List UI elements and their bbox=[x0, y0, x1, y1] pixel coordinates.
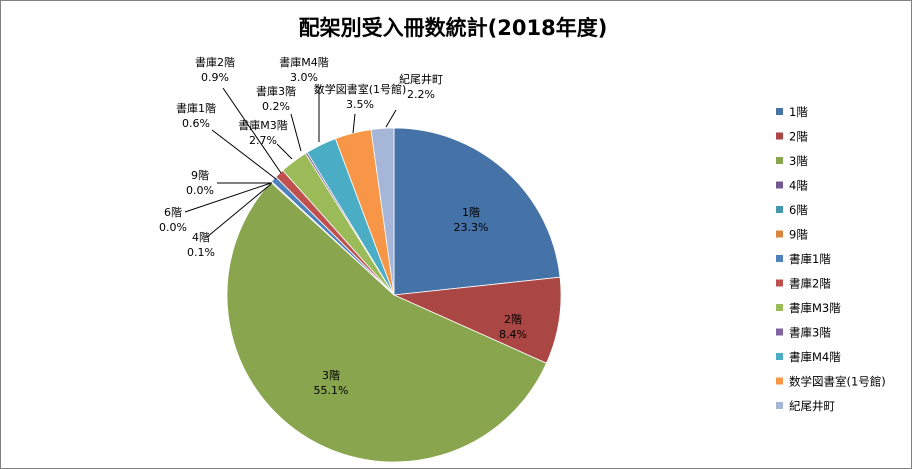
legend-label-12: 紀尾井町 bbox=[789, 399, 835, 413]
data-label-name-5: 9階 bbox=[191, 168, 209, 182]
data-label-value-11: 3.5% bbox=[346, 98, 374, 111]
legend-label-5: 9階 bbox=[789, 228, 808, 242]
leader-line-3 bbox=[206, 183, 272, 238]
pie-slices bbox=[226, 127, 562, 463]
data-label-name-8: 書庫M3階 bbox=[238, 118, 288, 132]
leader-lines bbox=[184, 87, 397, 238]
data-label-value-9: 0.2% bbox=[262, 100, 290, 113]
pie-slice-1 bbox=[392, 276, 562, 364]
legend: 1階 2階 3階 4階 6階 9階書庫1階書庫2階書庫M3階書庫3階書庫M4階数学図書室(… bbox=[776, 105, 886, 413]
legend-label-9: 書庫3階 bbox=[789, 326, 831, 340]
legend-label-8: 書庫M3階 bbox=[789, 301, 841, 315]
legend-label-10: 書庫M4階 bbox=[789, 350, 841, 364]
data-label-name-10: 書庫M4階 bbox=[279, 55, 329, 69]
data-labels: 1階 23.3% 2階 8.4% 3階 55.1% 4階 0.1% 6階 0.0% 9階 0.0% 書庫… bbox=[159, 55, 527, 397]
legend-label-0: 1階 bbox=[789, 105, 808, 119]
pie-slice-12 bbox=[370, 127, 395, 296]
data-label-name-12: 紀尾井町 bbox=[399, 72, 443, 86]
data-label-value-3: 0.1% bbox=[187, 246, 215, 259]
leader-line-6 bbox=[211, 129, 277, 180]
data-label-name-7: 書庫2階 bbox=[195, 55, 235, 69]
data-label-value-0: 23.3% bbox=[454, 221, 489, 234]
leader-line-7 bbox=[222, 87, 282, 174]
data-label-value-5: 0.0% bbox=[186, 184, 214, 197]
leader-line-8 bbox=[276, 143, 293, 160]
legend-label-6: 書庫1階 bbox=[789, 252, 831, 266]
data-label-value-7: 0.9% bbox=[201, 71, 229, 84]
leader-line-11 bbox=[352, 113, 356, 134]
legend-swatch-11 bbox=[776, 377, 783, 385]
legend-swatch-0 bbox=[776, 108, 783, 115]
data-label-value-12: 2.2% bbox=[407, 88, 435, 101]
data-label-value-4: 0.0% bbox=[159, 221, 187, 234]
data-label-value-8: 2.7% bbox=[249, 134, 277, 147]
pie-slice-2 bbox=[226, 181, 547, 463]
legend-label-7: 書庫2階 bbox=[789, 277, 831, 291]
data-label-name-3: 4階 bbox=[192, 230, 210, 244]
legend-swatch-1 bbox=[776, 132, 783, 140]
legend-swatch-4 bbox=[776, 206, 783, 213]
data-label-value-10: 3.0% bbox=[290, 71, 318, 84]
data-label-name-1: 2階 bbox=[504, 312, 522, 326]
legend-swatch-5 bbox=[776, 230, 783, 238]
legend-swatch-10 bbox=[776, 353, 783, 360]
legend-label-11: 数学図書室(1号館) bbox=[789, 375, 886, 389]
legend-swatch-8 bbox=[776, 304, 783, 311]
legend-label-2: 3階 bbox=[789, 154, 808, 168]
legend-swatch-3 bbox=[776, 181, 783, 189]
leader-line-12 bbox=[385, 109, 397, 128]
leader-line-4 bbox=[184, 182, 272, 213]
legend-label-3: 4階 bbox=[789, 179, 808, 193]
legend-swatch-12 bbox=[776, 402, 783, 409]
chart-title: 配架別受入冊数統計(2018年度) bbox=[299, 16, 608, 40]
data-label-name-4: 6階 bbox=[164, 205, 182, 219]
data-label-value-1: 8.4% bbox=[499, 328, 527, 341]
data-label-name-6: 書庫1階 bbox=[176, 101, 216, 115]
data-label-name-2: 3階 bbox=[322, 368, 340, 382]
leader-line-9 bbox=[290, 113, 302, 152]
legend-swatch-2 bbox=[776, 157, 783, 164]
legend-swatch-7 bbox=[776, 279, 783, 287]
legend-swatch-6 bbox=[776, 255, 783, 262]
legend-label-1: 2階 bbox=[789, 130, 808, 144]
data-label-name-0: 1階 bbox=[462, 205, 480, 219]
legend-swatch-9 bbox=[776, 328, 783, 336]
data-label-value-2: 55.1% bbox=[314, 384, 349, 397]
legend-label-4: 6階 bbox=[789, 203, 808, 217]
pie-slice-0 bbox=[393, 127, 561, 296]
data-label-name-9: 書庫3階 bbox=[256, 84, 296, 98]
data-label-value-6: 0.6% bbox=[182, 117, 210, 130]
data-label-name-11: 数学図書室(1号館) bbox=[314, 82, 407, 96]
